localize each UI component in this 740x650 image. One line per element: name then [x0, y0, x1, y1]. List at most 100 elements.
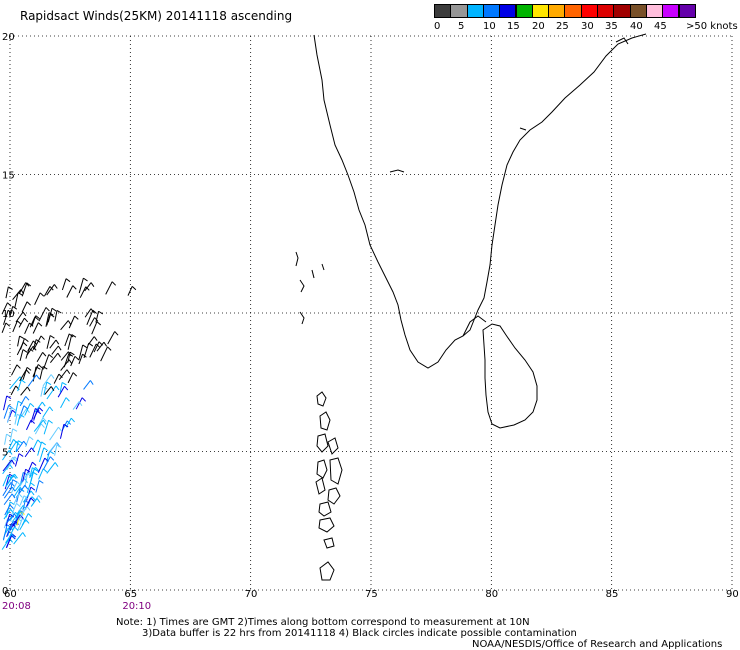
wind-barb — [5, 286, 9, 299]
wind-barb-flag — [56, 442, 60, 448]
wind-barb — [5, 513, 11, 527]
wind-barb-flag — [16, 364, 21, 369]
wind-barb-flag — [72, 285, 77, 290]
wind-barb-flag — [32, 461, 37, 466]
wind-barb — [18, 317, 25, 328]
wind-barb-flag — [8, 286, 13, 290]
wind-barb — [89, 343, 97, 358]
wind-barb — [42, 456, 51, 470]
wind-barb — [84, 282, 92, 292]
wind-barb — [107, 331, 116, 345]
wind-barb-flag — [27, 513, 33, 518]
wind-barb — [19, 396, 27, 407]
wind-barb-flag — [64, 385, 69, 391]
wind-barb-flag — [66, 369, 71, 375]
wind-barb-flag — [65, 397, 70, 402]
wind-barb — [49, 352, 59, 363]
axis-tick-labels: 60 65 70 75 80 85 90 0 5 10 15 20 20:08 20:10 — [2, 32, 739, 612]
wind-barb-flag — [23, 495, 29, 500]
island-13 — [295, 251, 299, 267]
wind-barb-flag — [85, 286, 90, 291]
wind-barb-flag — [42, 352, 47, 357]
wind-barb — [7, 521, 14, 536]
wind-barb — [21, 513, 29, 526]
wind-barb — [12, 514, 21, 527]
wind-barb-flag — [72, 372, 78, 377]
wind-barb — [15, 311, 24, 323]
wind-barb-flag — [22, 349, 28, 353]
wind-barb — [32, 439, 39, 450]
wind-barb-flag — [18, 493, 23, 498]
time-label: 20:08 — [2, 601, 31, 612]
wind-barb-flag — [30, 482, 35, 487]
legend-label: 30 — [581, 21, 594, 32]
wind-barb-flag — [16, 413, 22, 418]
wind-barb — [21, 301, 28, 313]
wind-barb — [79, 286, 87, 298]
wind-barb — [18, 408, 27, 420]
wind-barb — [3, 493, 13, 506]
wind-barb-flag — [37, 364, 43, 369]
wind-barb — [100, 346, 108, 362]
wind-barb — [59, 382, 63, 393]
note-line-1: Note: 1) Times are GMT 2)Times along bot… — [116, 617, 530, 628]
wind-barb-flag — [49, 313, 55, 318]
wind-barb-flag — [39, 292, 45, 297]
wind-barb-flag — [42, 419, 47, 425]
wind-barb-flag — [90, 282, 95, 287]
wind-barb-flag — [26, 386, 31, 392]
wind-barb-flag — [42, 386, 48, 390]
lat-tick-label: 20 — [2, 32, 15, 43]
wind-barb — [61, 278, 67, 291]
wind-barb-flag — [35, 315, 40, 320]
wind-barb-flag — [32, 340, 38, 345]
wind-barb — [66, 285, 74, 298]
wind-barb-flag — [70, 417, 75, 423]
wind-barb — [1, 322, 7, 333]
wind-barb-flag — [89, 380, 94, 385]
wind-barb-flag — [36, 498, 41, 503]
wind-barb — [34, 401, 43, 413]
wind-barb-flag — [31, 496, 36, 501]
wind-barb — [46, 462, 56, 474]
wind-barb — [4, 504, 11, 516]
wind-barb-flag — [40, 335, 45, 340]
wind-barb — [14, 401, 19, 417]
wind-barb — [14, 414, 18, 425]
wind-barb — [22, 367, 28, 380]
wind-barb-flag — [24, 317, 29, 323]
wind-barb — [6, 456, 16, 471]
wind-barb-flag — [46, 381, 52, 386]
india-coastline — [313, 33, 647, 369]
wind-barb-flag — [22, 518, 27, 523]
wind-barb-flag — [26, 366, 32, 371]
lon-tick-label: 60 — [4, 589, 17, 600]
lat-tick-label: 10 — [2, 309, 15, 320]
wind-barb-flag — [61, 382, 67, 386]
wind-barb-flag — [81, 397, 86, 402]
wind-barb-flag — [63, 423, 69, 428]
wind-barb-flag — [11, 535, 16, 540]
wind-barb — [14, 453, 20, 467]
wind-barb-flag — [41, 401, 46, 407]
wind-barb — [36, 352, 44, 363]
wind-barb-flag — [48, 354, 54, 359]
wind-barb — [3, 405, 10, 419]
wind-barb — [70, 356, 76, 367]
wind-barb — [105, 281, 113, 295]
wind-barb — [2, 474, 9, 487]
wind-barb-flag — [14, 526, 19, 531]
wind-barb — [9, 376, 21, 390]
wind-barb-flag — [25, 369, 30, 374]
wind-barb-flag — [67, 320, 72, 326]
wind-barb-flag — [82, 344, 88, 349]
wind-barb — [86, 310, 94, 326]
wind-barb — [57, 386, 65, 398]
wind-barb — [7, 407, 13, 423]
wind-barbs — [1, 277, 137, 550]
wind-barb-flag — [11, 533, 17, 538]
wind-barb — [72, 401, 80, 410]
wind-barb — [10, 503, 17, 517]
wind-barb-flag — [50, 386, 55, 392]
